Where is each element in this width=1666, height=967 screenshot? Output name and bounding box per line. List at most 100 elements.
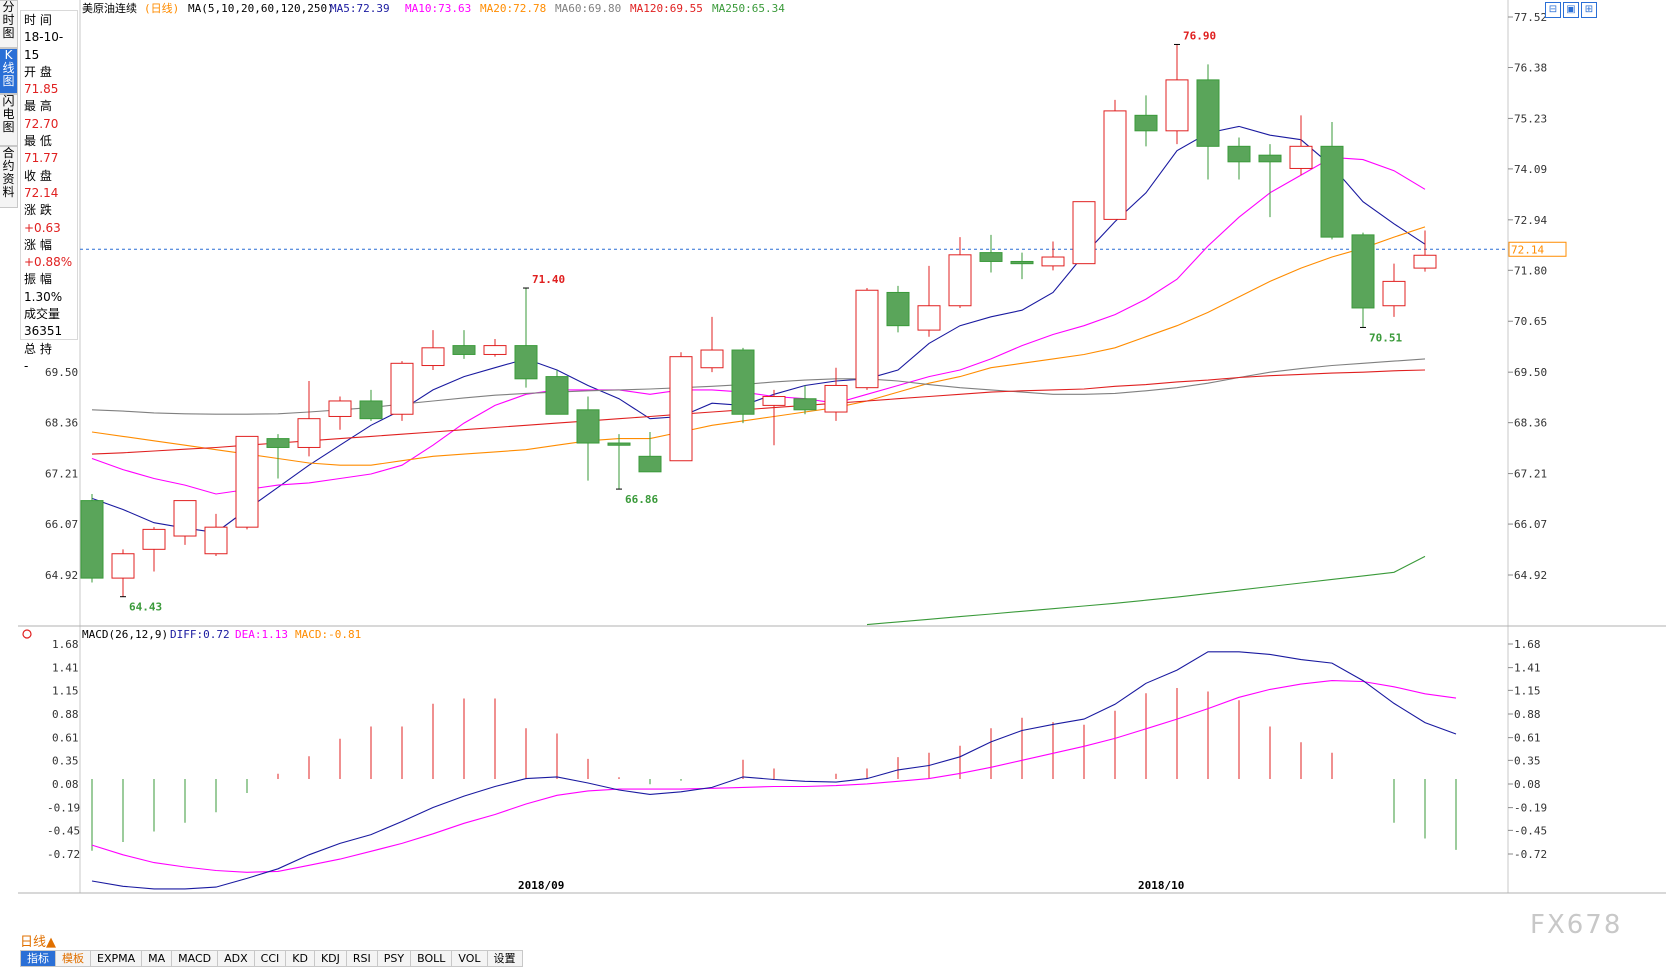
y-tick-label-right: 69.50 xyxy=(1514,366,1547,379)
ma-line-ma60 xyxy=(91,358,1426,415)
macd-legend-item: DIFF:0.72 xyxy=(170,628,230,641)
y-tick-label-right: 74.09 xyxy=(1514,163,1547,176)
x-axis-label: 2018/09 xyxy=(518,879,564,892)
candle-body xyxy=(576,409,600,444)
period-button[interactable]: 日线▲ xyxy=(20,935,56,950)
candle xyxy=(700,316,724,373)
candle-body xyxy=(235,435,259,528)
info-label: 收 盘 xyxy=(24,168,52,183)
candle-body xyxy=(1258,154,1282,163)
ma-value-label: MA120:69.55 xyxy=(630,2,703,15)
left-tab-2[interactable]: 闪电图 xyxy=(0,94,18,146)
candle xyxy=(1196,64,1220,180)
current-price-label: 72.14 xyxy=(1511,243,1544,256)
candle-body xyxy=(638,455,662,473)
y-tick-label-right: 77.52 xyxy=(1514,11,1547,24)
y-tick-label-left: 64.92 xyxy=(45,569,78,582)
candle-body xyxy=(359,400,383,420)
candle-body xyxy=(1289,145,1313,169)
macd-tick-label-left: 0.88 xyxy=(52,708,79,721)
indicator-tab-13[interactable]: 设置 xyxy=(486,950,523,967)
indicator-tab-5[interactable]: ADX xyxy=(217,950,255,967)
y-tick-label-left: 66.07 xyxy=(45,518,78,531)
candle xyxy=(948,237,972,308)
indicator-tab-12[interactable]: VOL xyxy=(451,950,488,967)
candle-body xyxy=(1351,234,1375,309)
left-tab-0[interactable]: 分时图 xyxy=(0,0,18,48)
candle xyxy=(111,549,135,597)
macd-tick-label-right: 0.61 xyxy=(1514,732,1541,745)
instrument-name: 美原油连续 xyxy=(82,1,137,15)
candle-body xyxy=(1072,201,1096,265)
indicator-tab-11[interactable]: BOLL xyxy=(410,950,453,967)
candle-body xyxy=(1196,79,1220,147)
candle xyxy=(824,367,848,421)
candle-body xyxy=(731,349,755,415)
candle xyxy=(1165,44,1189,145)
diff-line xyxy=(91,651,1457,890)
zoom-out-icon[interactable]: ⊟ xyxy=(1545,2,1561,18)
toggle-info-icon[interactable]: ▣ xyxy=(1563,2,1579,18)
candle-body xyxy=(421,347,445,367)
info-label: 最 高 xyxy=(24,99,52,114)
info-label: 成交量 xyxy=(24,307,61,322)
macd-tick-label-right: 1.41 xyxy=(1514,662,1541,675)
extreme-label: 76.90 xyxy=(1183,29,1216,42)
left-tab-3[interactable]: 合约资料 xyxy=(0,146,18,208)
candle xyxy=(979,234,1003,273)
candle xyxy=(204,513,228,556)
indicator-tab-3[interactable]: MA xyxy=(141,950,173,967)
macd-tick-label-right: 0.88 xyxy=(1514,708,1541,721)
info-label: 涨 幅 xyxy=(24,237,52,252)
y-tick-label-left: 68.36 xyxy=(45,417,78,430)
candle-body xyxy=(917,305,941,331)
indicator-tab-9[interactable]: RSI xyxy=(345,950,378,967)
candle-body xyxy=(762,396,786,406)
ma-value-label: MA250:65.34 xyxy=(712,2,785,15)
candle xyxy=(1072,201,1096,265)
candle-body xyxy=(328,400,352,417)
macd-panel: MACD(26,12,9) DIFF:0.72 DEA:1.13 MACD:-0.81… xyxy=(22,628,1547,890)
macd-tick-label-right: 0.35 xyxy=(1514,754,1541,767)
macd-tick-label-right: -0.45 xyxy=(1514,824,1547,837)
indicator-tab-1[interactable]: 模板 xyxy=(55,950,91,967)
zoom-in-icon[interactable]: ⊞ xyxy=(1581,2,1597,18)
indicator-tab-6[interactable]: CCI xyxy=(253,950,287,967)
macd-tick-label-left: -0.72 xyxy=(47,848,80,861)
ma-line-ma5 xyxy=(91,125,1426,534)
candle xyxy=(793,385,817,415)
candle-body xyxy=(1227,145,1251,163)
candle xyxy=(607,434,631,490)
y-tick-label-right: 68.36 xyxy=(1514,417,1547,430)
ma-value-label: MA5:72.39 xyxy=(330,2,390,15)
macd-title: MACD(26,12,9) xyxy=(82,628,168,641)
indicator-tab-4[interactable]: MACD xyxy=(171,950,219,967)
indicator-tab-8[interactable]: KDJ xyxy=(313,950,347,967)
info-label: 时 间 xyxy=(24,13,52,27)
candle xyxy=(855,288,879,390)
candle xyxy=(297,381,321,457)
macd-tick-label-left: 0.35 xyxy=(52,754,79,767)
candle xyxy=(1382,263,1406,317)
candle-body xyxy=(1165,79,1189,132)
macd-tick-label-left: 1.41 xyxy=(52,662,79,675)
info-label: 振 幅 xyxy=(24,272,52,287)
indicator-tab-7[interactable]: KD xyxy=(285,950,315,967)
y-tick-label-left: 69.50 xyxy=(45,366,78,379)
indicator-tab-2[interactable]: EXPMA xyxy=(90,950,143,967)
macd-tick-label-left: 1.68 xyxy=(52,638,79,651)
candle-body xyxy=(483,345,507,355)
candle-body xyxy=(607,442,631,446)
indicator-tab-0[interactable]: 指标 xyxy=(20,950,56,967)
candle-body xyxy=(1320,145,1344,238)
indicator-tab-10[interactable]: PSY xyxy=(376,950,412,967)
candle xyxy=(173,500,197,545)
candle-body xyxy=(855,289,879,389)
candle-body xyxy=(979,252,1003,262)
y-tick-label-right: 72.94 xyxy=(1514,214,1547,227)
candle-body xyxy=(1134,114,1158,132)
candle-body xyxy=(297,418,321,448)
x-axis-label: 2018/10 xyxy=(1138,879,1184,892)
